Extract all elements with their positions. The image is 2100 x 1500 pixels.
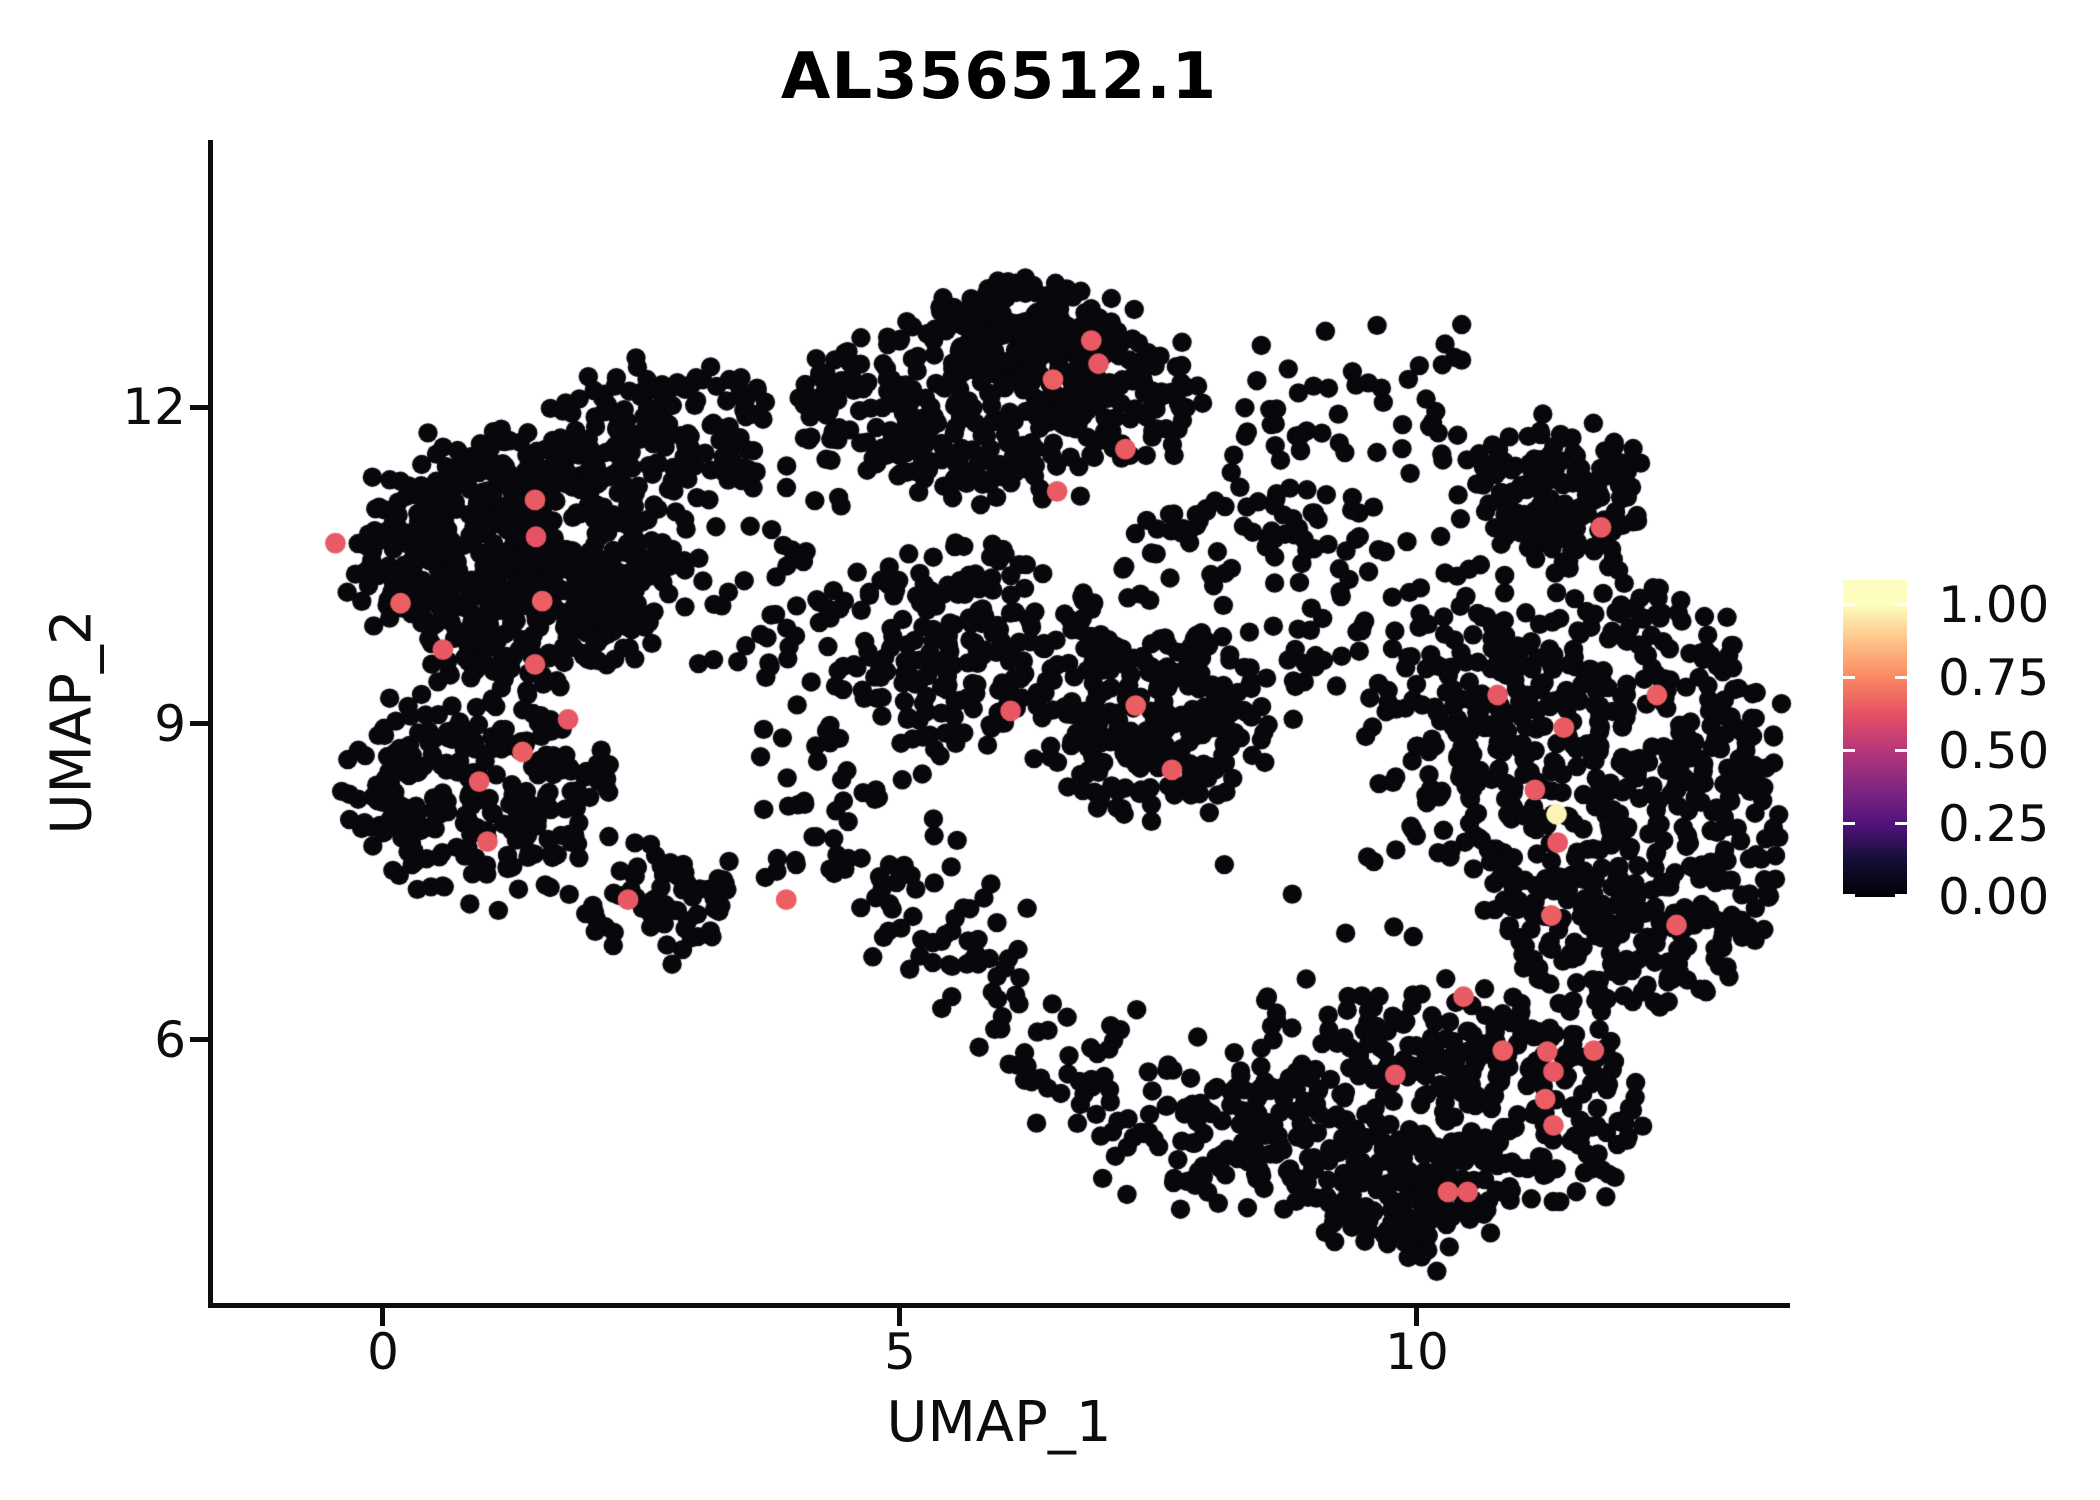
- colorbar-tick-mark: [1843, 676, 1855, 680]
- x-tick-label: 10: [1385, 1323, 1449, 1381]
- colorbar-tick-mark: [1843, 822, 1855, 826]
- colorbar-tick-mark: [1895, 822, 1907, 826]
- x-tick-label: 0: [367, 1323, 399, 1381]
- colorbar-tick-mark: [1895, 894, 1907, 897]
- colorbar-tick-mark: [1843, 749, 1855, 753]
- x-axis-line: [208, 1303, 1790, 1308]
- colorbar-value-label: 0.00: [1938, 868, 2050, 926]
- colorbar-gradient: [1843, 580, 1907, 897]
- colorbar-tick-mark: [1895, 676, 1907, 680]
- x-axis-title: UMAP_1: [886, 1390, 1112, 1455]
- plot-title: AL356512.1: [780, 40, 1218, 114]
- colorbar-value-label: 0.25: [1938, 794, 2050, 853]
- x-tick-mark: [897, 1308, 903, 1326]
- colorbar-tick-mark: [1895, 603, 1907, 607]
- colorbar-tick-mark: [1843, 894, 1855, 897]
- y-tick-mark: [190, 721, 208, 726]
- y-tick-mark: [190, 1037, 208, 1043]
- colorbar-tick-mark: [1843, 603, 1855, 607]
- x-tick-label: 5: [884, 1323, 916, 1381]
- y-tick-label: 6: [154, 1010, 186, 1069]
- y-tick-label: 12: [122, 378, 186, 436]
- x-tick-mark: [1414, 1308, 1420, 1326]
- y-axis-line: [208, 140, 213, 1307]
- y-tick-label: 9: [154, 694, 186, 753]
- colorbar-tick-mark: [1895, 749, 1907, 753]
- y-tick-mark: [190, 404, 208, 410]
- colorbar-value-label: 0.50: [1938, 721, 2050, 780]
- y-axis-title: UMAP_2: [39, 609, 105, 835]
- colorbar-value-label: 0.75: [1938, 648, 2050, 707]
- x-tick-mark: [380, 1308, 386, 1326]
- colorbar-value-label: 1.00: [1938, 575, 2050, 634]
- expression-colorbar-legend: 1.00 0.75 0.50 0.25 0.00: [1843, 575, 2100, 923]
